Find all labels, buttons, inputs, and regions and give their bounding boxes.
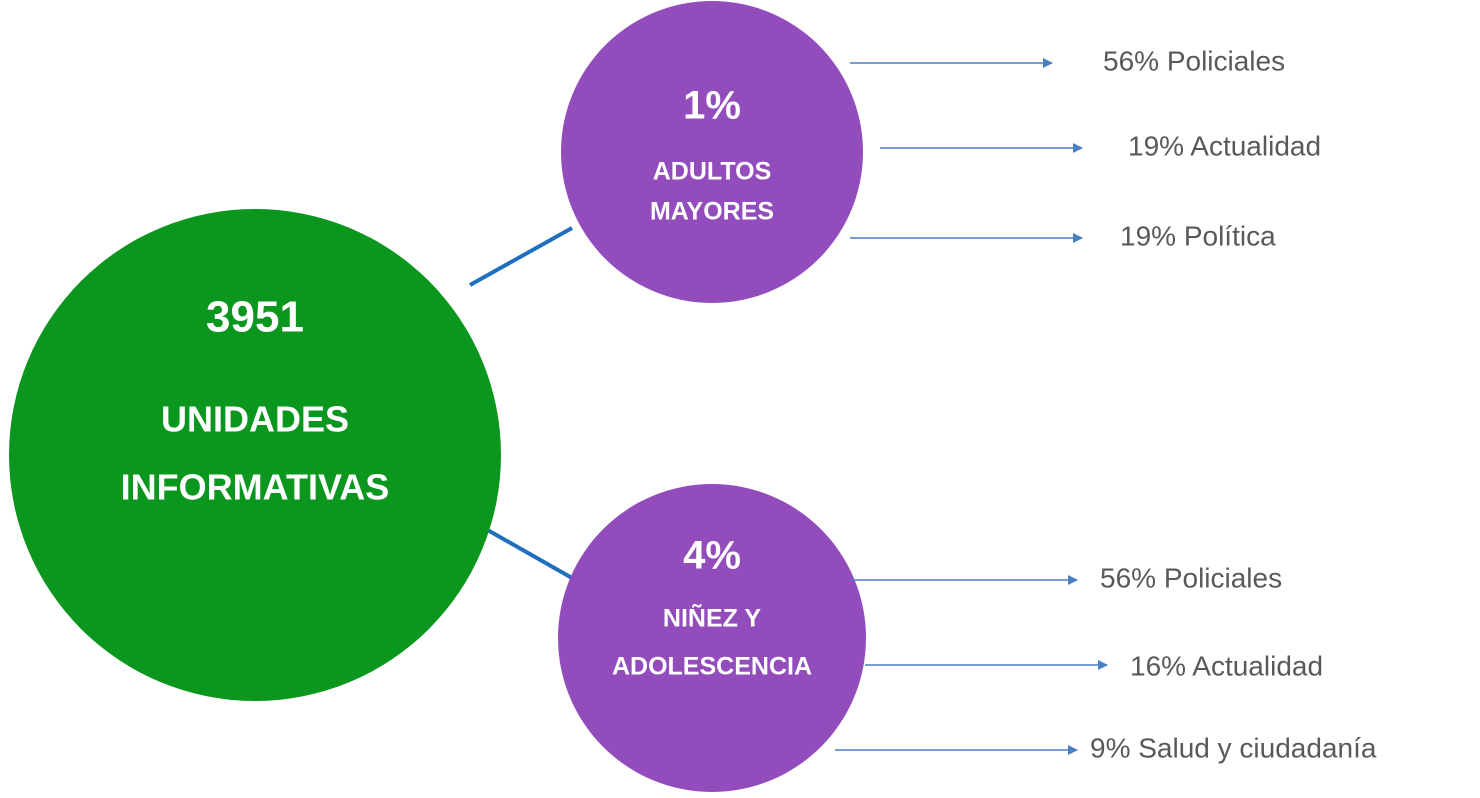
item-label: 16% Actualidad [1130, 650, 1323, 681]
group-percent: 1% [683, 84, 741, 128]
item-label: 9% Salud y ciudadanía [1090, 732, 1377, 763]
group-label: ADOLESCENCIA [612, 653, 812, 681]
center-label: INFORMATIVAS [121, 467, 390, 508]
center-label: UNIDADES [161, 399, 349, 440]
item-label: 19% Política [1120, 220, 1276, 251]
group-label: ADULTOS [653, 158, 772, 186]
group-label: MAYORES [650, 198, 774, 226]
center-circle [9, 209, 501, 701]
item-label: 56% Policiales [1103, 45, 1285, 76]
group-label: NIÑEZ Y [663, 603, 761, 633]
item-label: 19% Actualidad [1128, 130, 1321, 161]
group-circle [558, 484, 866, 792]
item-label: 56% Policiales [1100, 562, 1282, 593]
connector [469, 226, 573, 287]
group-circle [561, 1, 863, 303]
center-value: 3951 [206, 293, 304, 342]
group-percent: 4% [683, 534, 741, 578]
